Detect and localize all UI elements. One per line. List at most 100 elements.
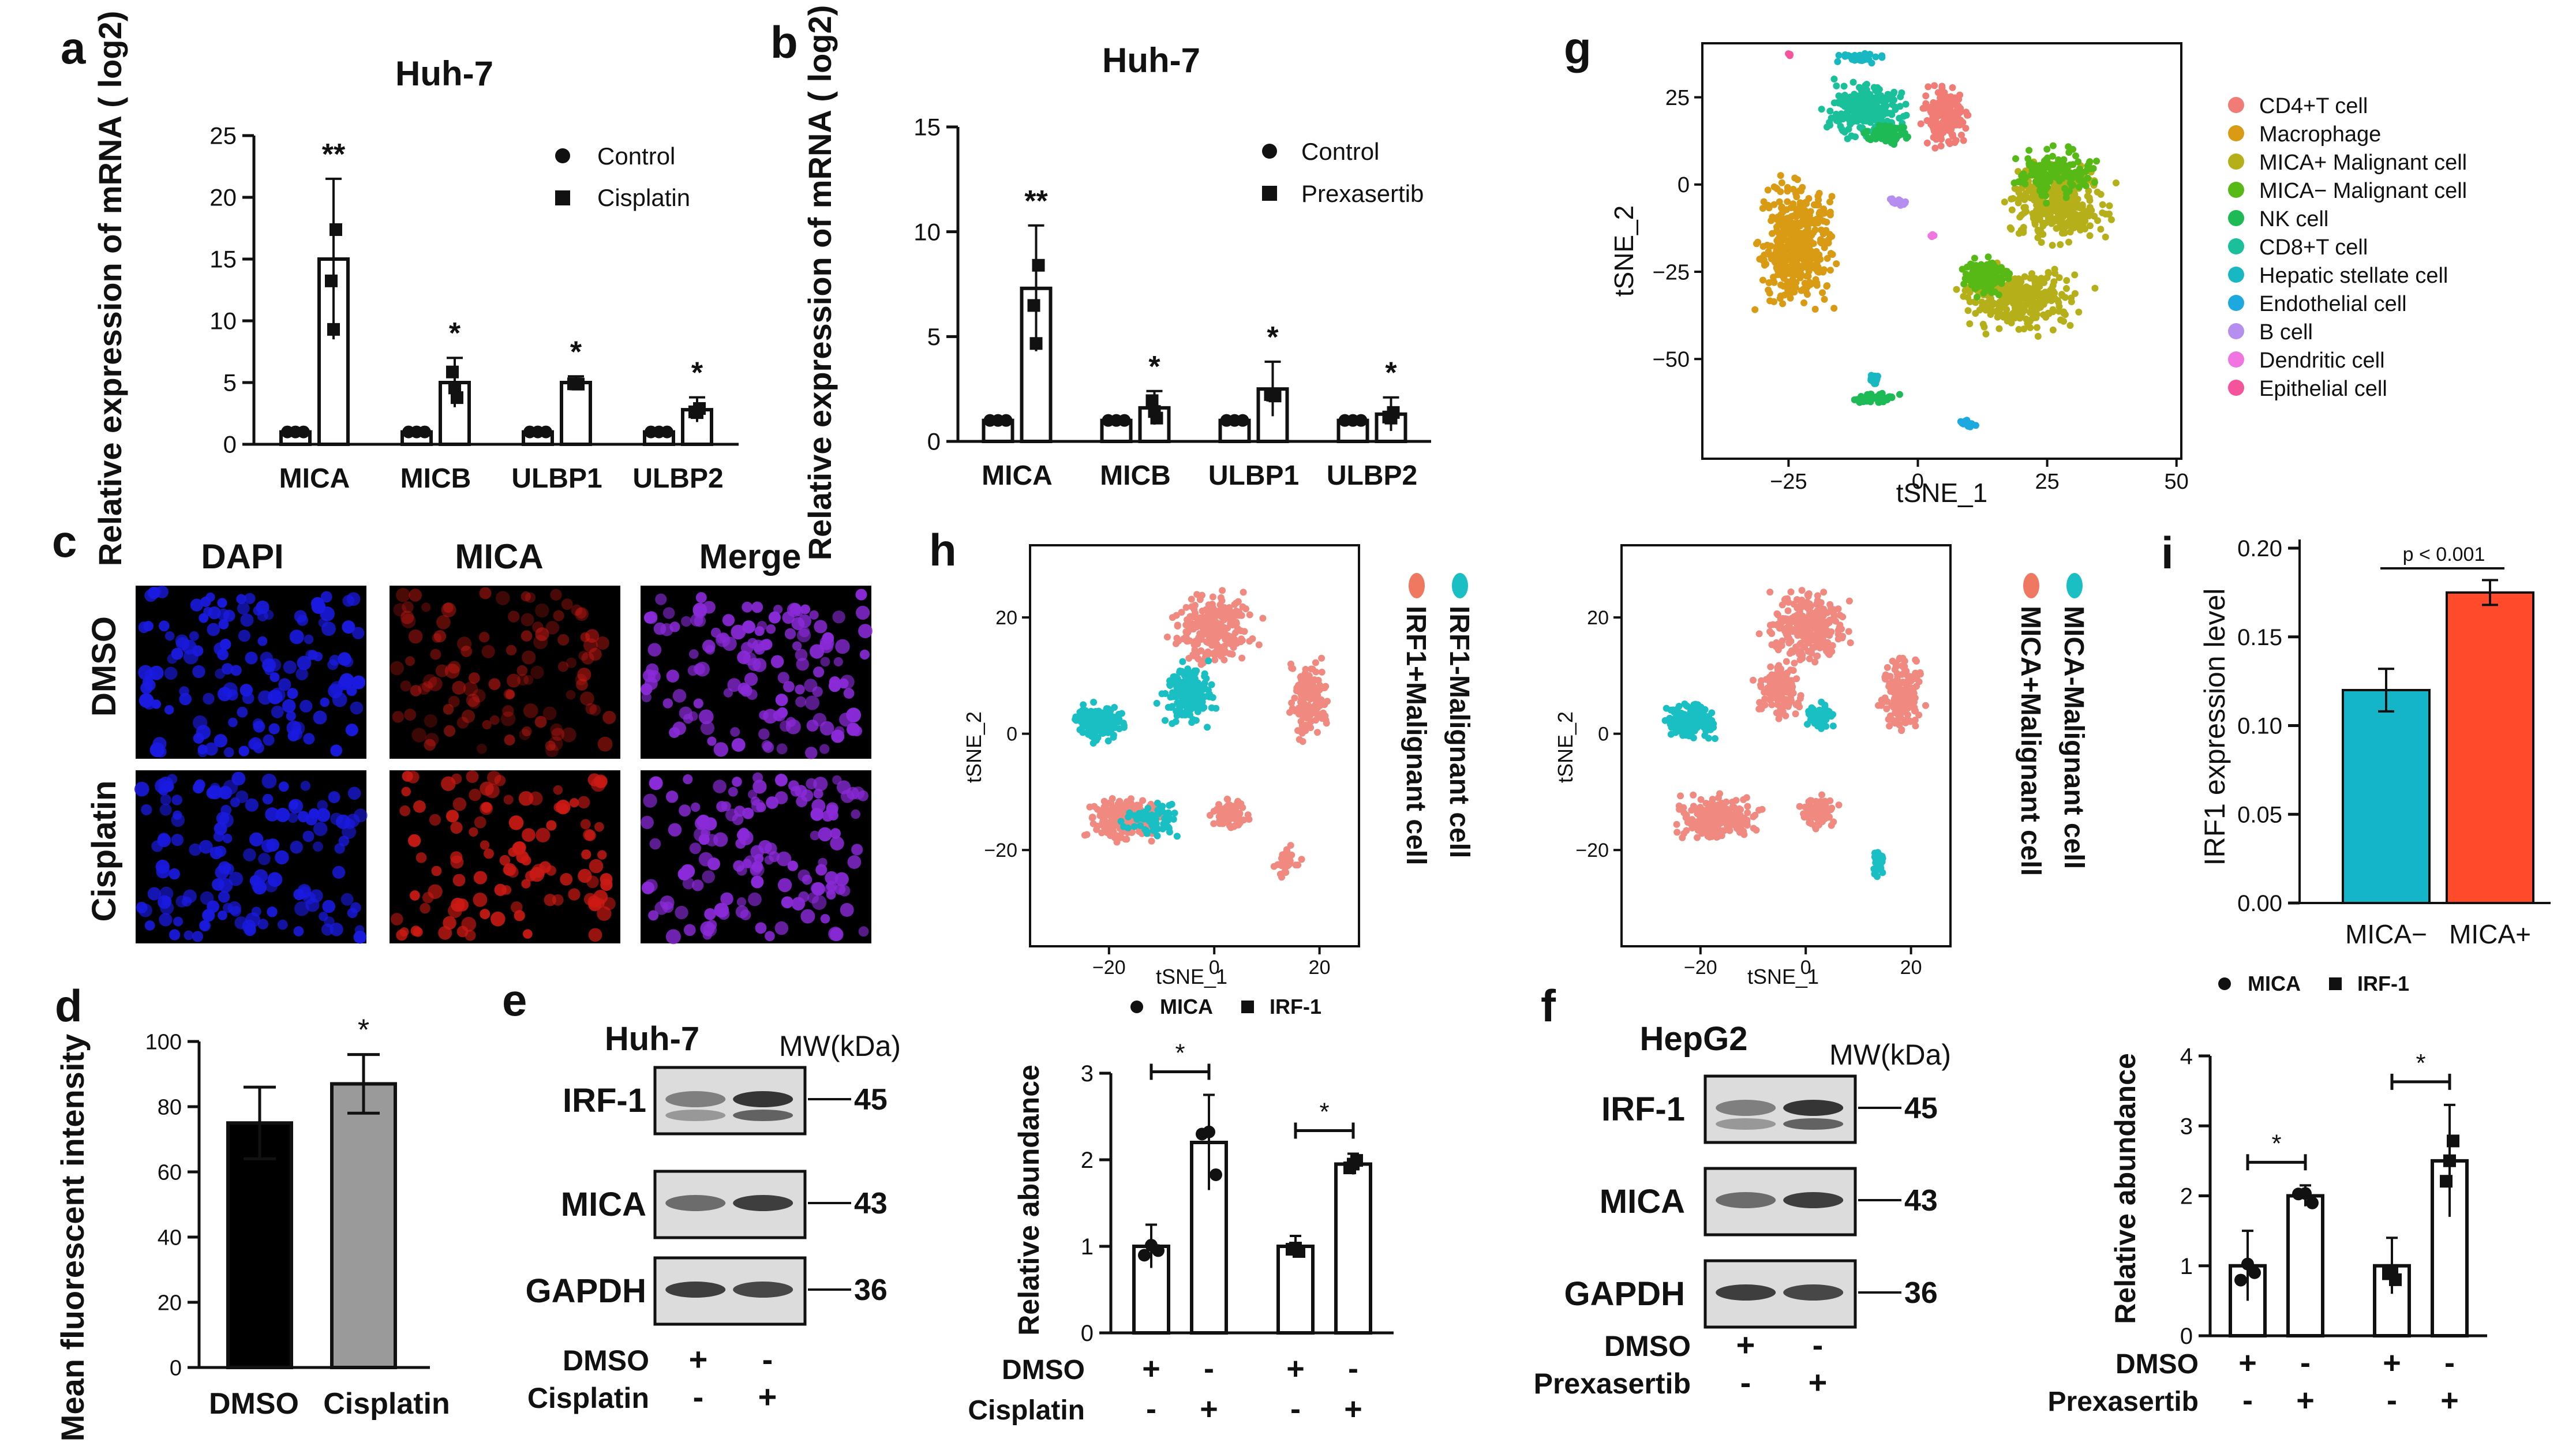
cell-point-mica-pos — [2016, 287, 2024, 294]
tsne-h1-point-negative — [1162, 717, 1169, 724]
cell-nucleus — [707, 736, 717, 746]
cell-nucleus — [561, 727, 576, 743]
cell-point-mica-pos — [2039, 290, 2046, 297]
cell-point-mica-pos — [2075, 308, 2083, 316]
cell-nucleus — [299, 699, 313, 713]
cell-point-macrophage — [1777, 172, 1784, 179]
cell-point-mica-neg — [2049, 142, 2057, 149]
cell-nucleus — [444, 725, 456, 737]
cell-nucleus — [286, 711, 296, 721]
cell-nucleus — [293, 926, 304, 936]
cell-point-mica-pos — [2091, 212, 2098, 220]
legend-marker-positive — [1409, 573, 1425, 598]
cell-point-macrophage — [1792, 231, 1800, 239]
cell-point-macrophage — [1774, 235, 1782, 243]
cell-point-mica-neg — [2076, 165, 2083, 173]
cell-nucleus — [692, 879, 704, 891]
cell-nucleus — [415, 852, 427, 863]
cell-point-mica-neg — [1959, 265, 1966, 273]
chart-a-point — [540, 425, 552, 439]
cell-nucleus — [490, 911, 506, 927]
chart-b-ytick-label: 0 — [927, 428, 941, 455]
blot-e-band — [665, 1282, 726, 1298]
tsne-h2-point-positive — [1811, 658, 1819, 666]
chart-f-ytick-label: 3 — [2180, 1114, 2193, 1139]
cell-nucleus — [199, 613, 209, 623]
cell-nucleus — [720, 892, 733, 905]
cell-nucleus — [571, 604, 583, 616]
tsne-h1-point-negative — [1125, 813, 1132, 820]
tsne-h1-point-positive — [1193, 591, 1201, 598]
cell-point-mica-neg — [2024, 155, 2032, 162]
row-header-dmso: DMSO — [85, 616, 123, 717]
cell-point-mica-pos — [2086, 222, 2094, 230]
cell-nucleus — [813, 666, 825, 678]
cell-point-mica-pos — [2055, 274, 2063, 282]
tsne-h2-point-positive — [1814, 592, 1821, 600]
cell-nucleus — [193, 732, 204, 744]
tsne-h2-point-positive — [1677, 792, 1684, 800]
cell-nucleus — [488, 678, 501, 691]
cell-point-macrophage — [1782, 243, 1789, 250]
tsne-h2-point-positive — [1905, 690, 1912, 697]
cell-nucleus — [289, 630, 304, 645]
cell-nucleus — [238, 745, 249, 756]
cell-point-mica-pos — [2033, 324, 2040, 331]
cell-nucleus — [257, 919, 269, 930]
cell-nucleus — [668, 823, 682, 837]
cell-point-macrophage — [1759, 276, 1766, 284]
cell-nucleus — [330, 744, 343, 757]
cell-nucleus — [795, 684, 805, 695]
cell-point-mica-pos — [2031, 289, 2038, 297]
cell-point-mica-neg — [1992, 279, 2000, 286]
cell-nucleus — [463, 681, 478, 696]
tsne-h1-point-positive — [1190, 605, 1198, 613]
cell-point-mica-neg — [2012, 155, 2019, 163]
tsne-h1-point-negative — [1184, 665, 1192, 673]
cell-point-b-cell — [1901, 198, 1909, 205]
tsne-h2-point-positive — [1785, 639, 1793, 647]
cell-point-macrophage — [1806, 244, 1813, 252]
chart-a-point — [446, 365, 459, 379]
cell-point-mica-pos — [2034, 234, 2042, 242]
cell-point-cd4t — [1926, 118, 1933, 125]
tsne-h2-point-positive — [1797, 639, 1804, 647]
tsne-h1-point-positive — [1163, 634, 1171, 641]
cell-nucleus — [858, 624, 873, 639]
cell-nucleus — [218, 910, 227, 920]
cell-nucleus — [159, 913, 173, 927]
chart-f-legend: MICA IRF-1 — [2218, 972, 2409, 995]
cell-nucleus — [858, 926, 869, 937]
cell-point-macrophage — [1811, 226, 1819, 234]
cell-nucleus — [433, 630, 447, 643]
cell-nucleus — [751, 601, 763, 613]
cell-nucleus — [350, 701, 364, 715]
tsne-h2-point-positive — [1875, 702, 1882, 709]
tsne-h1-point-positive — [1279, 858, 1287, 865]
blot-f-sign: - — [1813, 1327, 1824, 1363]
cell-nucleus — [534, 715, 547, 728]
tsne-h1-point-negative — [1100, 714, 1108, 722]
chart-b-point — [1118, 414, 1131, 427]
cell-point-cd8t — [1839, 115, 1847, 123]
cell-nucleus — [815, 864, 828, 876]
cell-point-macrophage — [1815, 201, 1822, 209]
cell-nucleus — [402, 601, 414, 613]
tsne-h2-point-positive — [1889, 657, 1896, 665]
chart-a-legend-cisplatin: Cisplatin — [597, 184, 690, 211]
cell-nucleus — [478, 632, 490, 643]
legend-marker-negative — [1452, 573, 1468, 598]
cell-nucleus — [340, 893, 354, 906]
cell-point-mica-pos — [2055, 299, 2062, 306]
cell-point-mica-pos — [2028, 270, 2035, 278]
cell-nucleus — [713, 742, 729, 757]
cell-point-nk — [1863, 128, 1870, 135]
cell-nucleus — [847, 722, 860, 736]
cell-nucleus — [213, 831, 224, 842]
cell-nucleus — [404, 709, 417, 721]
cell-point-cd4t — [1957, 117, 1964, 124]
cell-point-mica-pos — [2040, 207, 2048, 215]
legend-marker — [2228, 97, 2244, 113]
